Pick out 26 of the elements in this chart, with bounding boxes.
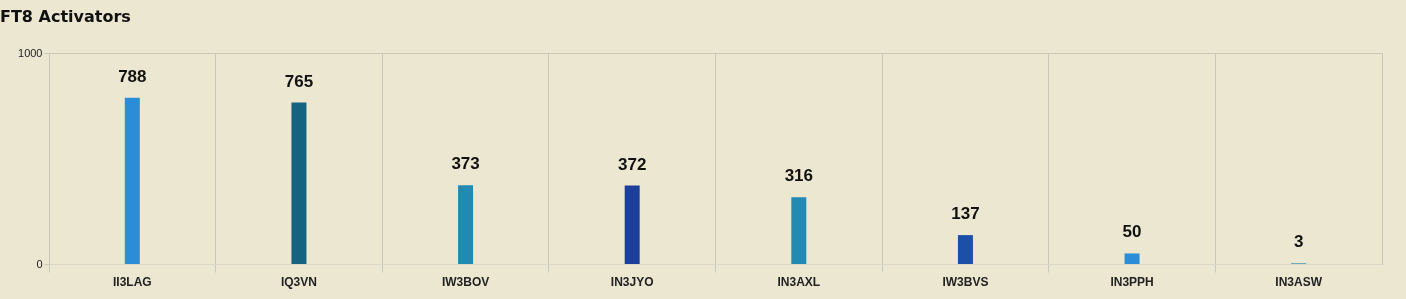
bar	[124, 97, 140, 264]
data-label: 3	[1293, 232, 1304, 252]
x-tick-label: II3LAG	[112, 274, 152, 289]
x-tick-label: IW3BVS	[942, 274, 989, 289]
data-label: 316	[784, 166, 813, 186]
y-tick-label: 0	[36, 257, 43, 270]
bar	[791, 197, 807, 264]
data-label: 137	[951, 204, 980, 224]
bar	[1124, 253, 1140, 264]
y-tick-label: 1000	[18, 46, 43, 59]
data-label: 765	[284, 71, 314, 91]
data-label: 50	[1122, 222, 1142, 242]
x-tick-label: IW3BOV	[441, 274, 490, 289]
bar	[291, 102, 307, 264]
data-label: 788	[118, 66, 147, 86]
chart-title: FT8 Activators	[0, 7, 131, 26]
x-tick-label: IN3ASW	[1275, 274, 1323, 289]
x-tick-label: IN3JYO	[610, 274, 654, 289]
bar	[458, 185, 474, 264]
bar	[624, 185, 640, 264]
x-tick-label: IN3AXL	[777, 274, 821, 289]
data-label: 373	[451, 154, 480, 174]
data-label: 372	[618, 154, 647, 174]
x-tick-label: IN3PPH	[1110, 274, 1154, 289]
x-tick-label: IQ3VN	[280, 274, 317, 289]
bar	[957, 235, 973, 264]
